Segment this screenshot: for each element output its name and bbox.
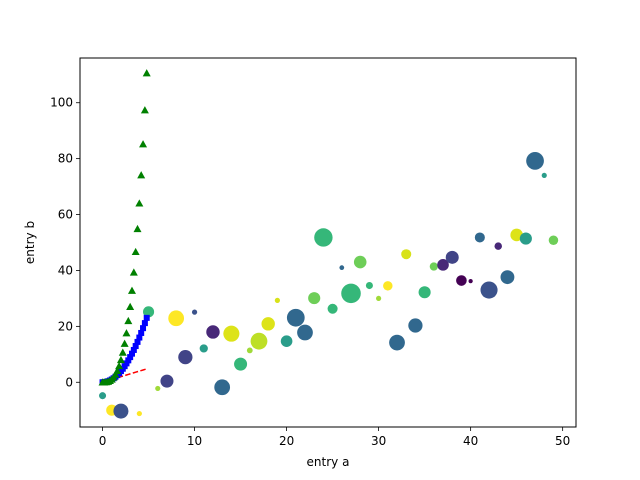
green-triangle-point <box>140 106 149 114</box>
scatter-point <box>541 172 547 179</box>
scatter-point <box>510 228 523 242</box>
green-triangle-point <box>122 329 131 337</box>
green-triangle-point <box>139 140 148 148</box>
scatter-point <box>280 335 293 347</box>
scatter-point <box>456 275 467 286</box>
blue-square-point <box>134 338 141 345</box>
blue-square-point <box>138 329 145 336</box>
scatter-point <box>519 232 532 245</box>
y-tick-label: 20 <box>58 319 73 333</box>
scatter-point <box>143 306 155 318</box>
green-triangle-point <box>118 348 127 356</box>
x-axis-label: entry a <box>307 455 350 469</box>
scatter-point <box>401 249 412 260</box>
green-triangle-point <box>126 302 135 310</box>
scatter-point <box>341 283 361 304</box>
scatter-point <box>494 242 502 250</box>
scatter-point <box>418 286 431 299</box>
plot-area-marks <box>98 69 559 419</box>
y-tick-label: 40 <box>58 263 73 277</box>
scatter-point <box>327 303 338 314</box>
green-triangle-point <box>127 286 136 294</box>
y-tick-label: 0 <box>65 375 73 389</box>
scatter-point <box>223 325 240 342</box>
scatter-point <box>429 262 438 271</box>
blue-square-point <box>143 314 150 321</box>
scatter-point <box>191 309 198 315</box>
axes-frame <box>79 57 577 428</box>
green-triangle-point <box>120 339 129 347</box>
blue-square-point <box>128 350 135 357</box>
scatter-point <box>376 295 382 302</box>
scatter-point <box>234 357 248 371</box>
green-triangle-point <box>133 224 142 233</box>
x-tick-label: 40 <box>463 434 478 448</box>
green-triangle-point <box>111 370 120 378</box>
green-triangle-point <box>137 171 146 179</box>
scatter-point <box>474 232 485 243</box>
blue-square-point <box>132 343 139 350</box>
scatter-point <box>286 308 305 327</box>
scatter-point <box>314 228 333 247</box>
y-tick-label: 80 <box>58 152 73 166</box>
blue-square-point <box>136 334 143 341</box>
scatter-point <box>468 278 473 284</box>
scatter-point <box>445 250 459 264</box>
scatter-point <box>383 281 393 291</box>
scatter-point <box>199 344 208 353</box>
scatter-point <box>178 349 193 365</box>
x-tick-label: 30 <box>371 434 386 448</box>
x-tick-label: 50 <box>555 434 570 448</box>
scatter-point <box>155 385 161 392</box>
blue-square-point <box>127 354 134 361</box>
scatter-point <box>389 334 405 351</box>
y-axis-label: entry b <box>23 221 37 264</box>
x-axis-ticks: 0 10 20 30 40 50 <box>99 427 570 448</box>
scatter-point <box>246 347 253 354</box>
blue-square-point <box>140 325 147 332</box>
scatter-point <box>214 379 231 396</box>
x-tick-label: 0 <box>99 434 107 448</box>
blue-square-point <box>130 346 137 353</box>
blue-square-point <box>125 357 132 364</box>
scatter-point <box>500 270 515 285</box>
green-triangle-point <box>135 199 144 207</box>
y-axis-ticks: 0 20 40 60 80 100 <box>50 96 80 389</box>
green-triangle-point <box>115 361 124 370</box>
scatter-point <box>274 297 280 303</box>
x-tick-label: 10 <box>187 434 202 448</box>
scatter-point <box>365 282 373 290</box>
scatter-point <box>297 324 313 341</box>
scatter-point <box>136 410 142 417</box>
scatter-point <box>548 235 559 245</box>
green-triangle-point <box>131 247 140 256</box>
green-triangle-point <box>124 316 133 325</box>
scatter-point <box>408 318 423 333</box>
scatter-point <box>526 152 544 170</box>
scatter-point <box>168 310 185 327</box>
x-tick-label: 20 <box>279 434 294 448</box>
y-tick-label: 100 <box>50 96 73 110</box>
green-triangle-point <box>113 366 122 375</box>
scatter-point <box>480 281 498 299</box>
scatter-point <box>308 292 321 305</box>
green-triangle-point <box>116 355 125 364</box>
scatter-point <box>261 317 275 331</box>
scatter-point <box>160 374 174 388</box>
green-triangle-point <box>129 268 138 276</box>
scatter-point <box>99 392 107 400</box>
scatter-point <box>206 325 220 339</box>
scatter-point <box>353 255 367 269</box>
green-triangle-point <box>142 69 151 77</box>
blue-square-point <box>123 360 130 367</box>
scatter-point <box>437 259 449 271</box>
scatter-point <box>113 403 129 419</box>
scatter-point <box>339 265 345 271</box>
y-tick-label: 60 <box>58 208 73 222</box>
scatter-point <box>250 332 268 350</box>
blue-square-point <box>141 320 148 327</box>
